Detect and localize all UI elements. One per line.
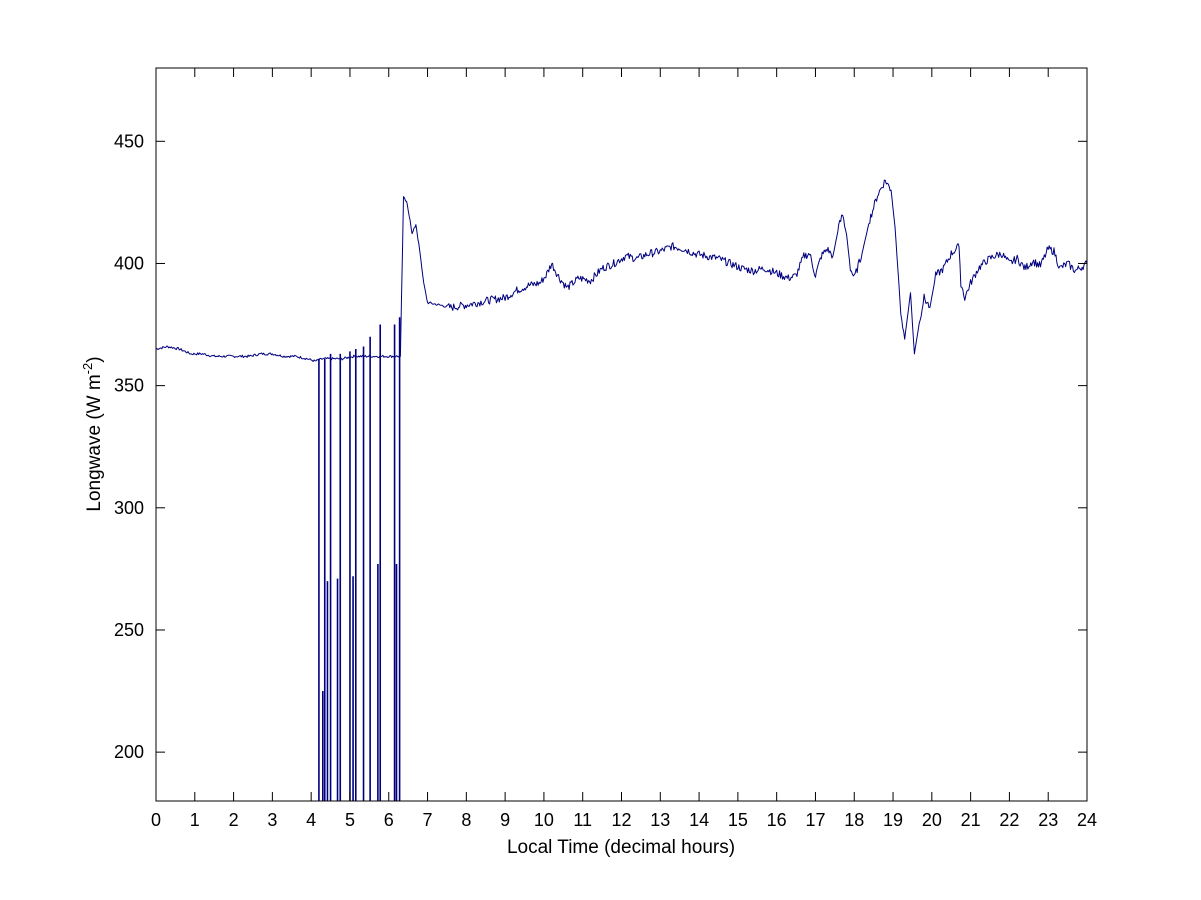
y-tick-label: 450 — [114, 131, 144, 151]
x-tick-label: 8 — [461, 810, 471, 830]
x-tick-label: 18 — [844, 810, 864, 830]
longwave-series-line — [156, 179, 1087, 362]
y-tick-label: 350 — [114, 376, 144, 396]
x-tick-label: 6 — [384, 810, 394, 830]
y-tick-label: 400 — [114, 253, 144, 273]
x-tick-label: 20 — [922, 810, 942, 830]
x-tick-label: 17 — [805, 810, 825, 830]
x-tick-label: 23 — [1038, 810, 1058, 830]
x-tick-label: 2 — [229, 810, 239, 830]
x-tick-label: 21 — [961, 810, 981, 830]
y-axis-label: Longwave (W m-2) — [80, 356, 105, 511]
y-tick-label: 200 — [114, 742, 144, 762]
x-axis-label: Local Time (decimal hours) — [507, 837, 735, 858]
y-tick-label: 250 — [114, 620, 144, 640]
x-tick-label: 13 — [650, 810, 670, 830]
x-tick-label: 3 — [267, 810, 277, 830]
x-tick-label: 12 — [611, 810, 631, 830]
x-tick-label: 7 — [423, 810, 433, 830]
plot-area — [156, 68, 1087, 801]
tick-layer: 0 1 2 3 4 5 6 7 8 9 10 11 12 13 14 15 16 17 18 19 20 21 22 23 24… — [114, 68, 1097, 830]
x-tick-label: 10 — [534, 810, 554, 830]
x-tick-label: 16 — [767, 810, 787, 830]
x-tick-label: 24 — [1077, 810, 1097, 830]
x-tick-label: 4 — [306, 810, 316, 830]
y-axis-label-tail: ) — [84, 356, 105, 362]
x-tick-label: 22 — [999, 810, 1019, 830]
y-axis-label-main: Longwave (W m — [84, 374, 105, 511]
x-tick-label: 9 — [500, 810, 510, 830]
x-tick-label: 1 — [190, 810, 200, 830]
x-tick-label: 5 — [345, 810, 355, 830]
x-tick-label: 15 — [728, 810, 748, 830]
x-tick-label: 14 — [689, 810, 709, 830]
x-tick-label: 11 — [573, 810, 592, 830]
series-layer — [156, 179, 1087, 801]
x-tick-label: 0 — [151, 810, 161, 830]
y-axis-label-sup: -2 — [80, 363, 95, 375]
y-tick-label: 300 — [114, 498, 144, 518]
x-tick-label: 19 — [883, 810, 903, 830]
